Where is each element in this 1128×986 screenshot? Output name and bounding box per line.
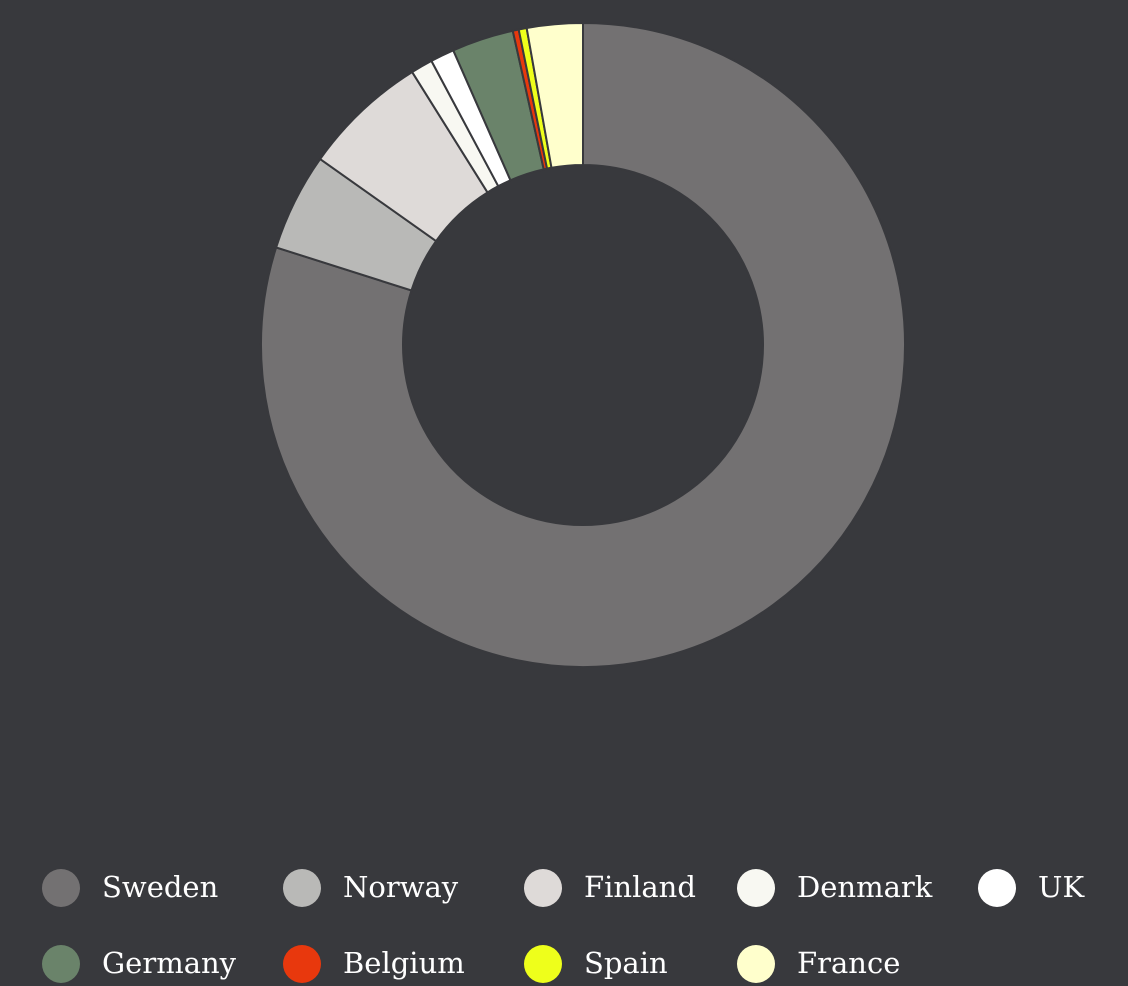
legend-swatch [283, 945, 321, 983]
slice [260, 21, 906, 668]
legend-label: France [797, 946, 900, 980]
legend-label: Finland [584, 870, 696, 904]
legend-swatch [737, 945, 775, 983]
legend-label: Sweden [102, 870, 218, 904]
legend-label: Belgium [343, 946, 465, 980]
legend-label: Spain [584, 946, 668, 980]
legend-label: Denmark [797, 870, 933, 904]
legend-swatch [283, 869, 321, 907]
legend-swatch [978, 869, 1016, 907]
legend-swatch [524, 945, 562, 983]
legend-label: Germany [102, 946, 237, 980]
legend-swatch [42, 869, 80, 907]
legend-swatch [524, 869, 562, 907]
slice [525, 21, 584, 169]
legend-swatch [42, 945, 80, 983]
legend-swatch [737, 869, 775, 907]
legend-label: Norway [343, 870, 459, 904]
legend-label: UK [1038, 870, 1085, 904]
